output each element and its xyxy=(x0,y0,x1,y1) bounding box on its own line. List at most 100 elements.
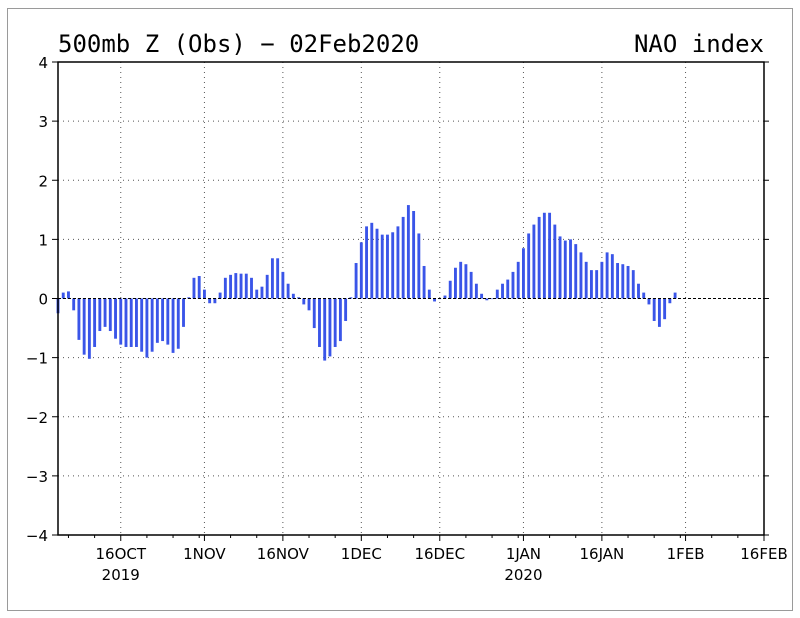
nao-bar xyxy=(114,298,117,339)
nao-bar xyxy=(464,264,468,299)
x-tick-label: 1FEB xyxy=(667,545,705,563)
nao-bar xyxy=(469,271,473,299)
nao-bar xyxy=(328,298,332,357)
nao-bar xyxy=(631,270,635,299)
x-tick-label: 16NOV xyxy=(257,545,310,563)
nao-bar xyxy=(176,298,180,349)
nao-bar xyxy=(490,298,494,300)
nao-bar xyxy=(218,292,222,299)
nao-bar xyxy=(197,276,201,299)
nao-bar xyxy=(401,216,405,299)
nao-bar xyxy=(129,298,133,347)
nao-bar xyxy=(448,280,452,299)
nao-bar xyxy=(155,298,159,343)
nao-bar xyxy=(579,252,583,299)
nao-bar xyxy=(391,232,395,299)
x-tick-year-label: 2020 xyxy=(504,566,542,584)
nao-bar xyxy=(93,298,97,347)
nao-bar xyxy=(354,263,358,299)
nao-bar xyxy=(344,298,348,321)
nao-bar xyxy=(569,239,572,299)
nao-bar xyxy=(605,252,609,299)
nao-bar xyxy=(422,265,426,299)
nao-bar xyxy=(297,297,300,299)
nao-bar xyxy=(119,298,123,345)
nao-bar xyxy=(616,263,620,299)
nao-bar xyxy=(234,273,238,299)
nao-bar xyxy=(239,273,243,299)
nao-bar xyxy=(208,298,212,304)
nao-bar xyxy=(213,298,217,304)
nao-bar xyxy=(323,298,327,361)
nao-bar xyxy=(333,298,337,347)
bars xyxy=(56,205,677,361)
nao-bar xyxy=(161,298,165,342)
nao-bar xyxy=(454,267,457,299)
x-tick-label: 16FEB xyxy=(740,545,787,563)
nao-bar xyxy=(140,298,144,352)
nao-bar xyxy=(506,279,510,299)
nao-bar xyxy=(291,293,295,299)
nao-bar xyxy=(406,205,410,299)
nao-bar xyxy=(485,298,489,301)
nao-bar xyxy=(433,298,436,302)
y-tick-label: −4 xyxy=(26,527,48,545)
nao-bar xyxy=(574,244,578,299)
nao-bar xyxy=(370,222,374,299)
nao-bar xyxy=(223,277,227,299)
y-tick-label: 1 xyxy=(38,231,48,249)
nao-bar xyxy=(584,261,588,299)
nao-bar xyxy=(563,240,567,299)
y-tick-label: 3 xyxy=(38,113,48,131)
nao-bar xyxy=(98,298,102,332)
nao-bar xyxy=(386,234,389,299)
nao-bar xyxy=(637,283,640,299)
nao-bar xyxy=(72,298,76,311)
x-axis: 16OCT 2019 1NOV 16NOV 1DEC 16DEC 1JAN 2020 16JAN… xyxy=(67,535,788,584)
nao-bar xyxy=(595,270,599,299)
nao-bar xyxy=(349,297,353,299)
nao-bar xyxy=(77,298,81,340)
nao-bar xyxy=(87,298,91,359)
chart-title: 500mb Z (Obs) − 02Feb2020 xyxy=(58,30,419,58)
nao-bar xyxy=(302,298,306,305)
nao-bar xyxy=(270,258,274,299)
nao-bar xyxy=(647,298,651,305)
nao-bar xyxy=(668,298,672,304)
nao-bar xyxy=(626,265,630,299)
nao-bar xyxy=(516,261,520,299)
x-tick-label: 1DEC xyxy=(341,545,382,563)
y-tick-label: 0 xyxy=(38,291,48,309)
nao-bar xyxy=(192,277,196,299)
nao-bar xyxy=(642,292,646,299)
nao-bar xyxy=(548,212,552,299)
nao-bar xyxy=(359,242,363,299)
nao-bar xyxy=(396,226,400,299)
nao-bar xyxy=(260,286,264,299)
nao-bar xyxy=(145,298,149,358)
nao-bar xyxy=(312,298,316,329)
x-tick-label: 16DEC xyxy=(414,545,465,563)
chart-frame xyxy=(7,8,793,611)
nao-bar xyxy=(459,261,463,299)
nao-bar xyxy=(365,226,368,299)
nao-bar xyxy=(265,274,269,299)
nao-bar xyxy=(480,293,484,299)
nao-bar xyxy=(375,228,379,299)
nao-bar xyxy=(652,298,656,321)
nao-bar xyxy=(150,298,154,352)
nao-bar xyxy=(495,289,499,299)
x-tick-label: 16JAN xyxy=(580,545,625,563)
nao-bar xyxy=(663,298,667,320)
nao-bar xyxy=(135,298,138,347)
nao-bar xyxy=(380,234,384,299)
nao-bar xyxy=(542,212,546,299)
nao-bar xyxy=(244,273,248,299)
nao-bar xyxy=(522,248,525,299)
x-tick-label: 16OCT xyxy=(95,545,146,563)
nao-bar xyxy=(621,264,625,299)
nao-bar xyxy=(610,254,614,299)
y-tick-label: −1 xyxy=(26,350,48,368)
nao-bar xyxy=(427,289,431,299)
nao-bar xyxy=(281,271,285,299)
